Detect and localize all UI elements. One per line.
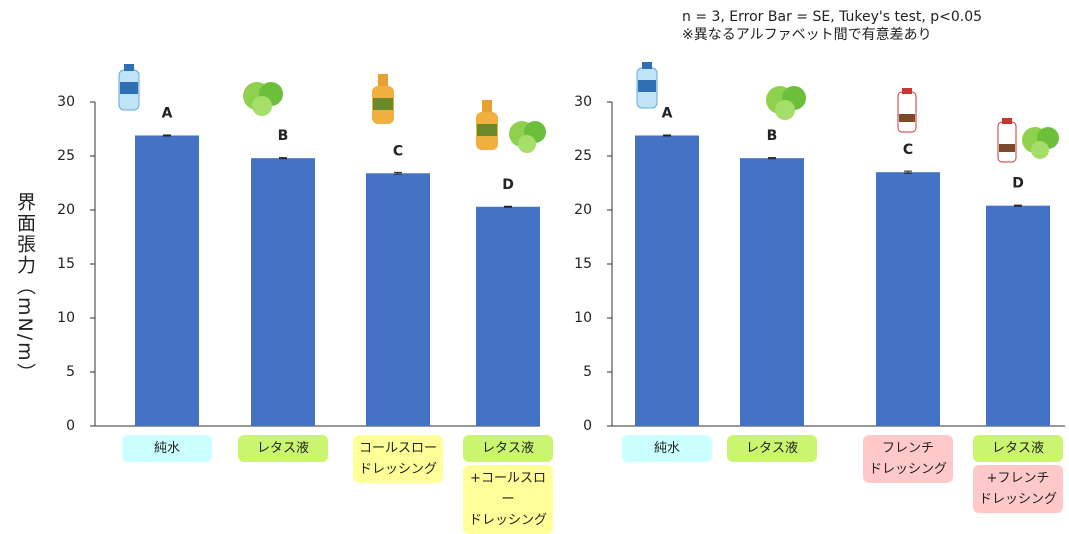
error-bar <box>904 170 912 174</box>
y-tick-label: 30 <box>574 94 592 110</box>
water-icon <box>636 62 658 109</box>
category-label: 純水 <box>122 435 212 462</box>
water-icon <box>118 64 140 111</box>
bar <box>135 135 199 427</box>
category-label: フレンチ ドレッシング <box>863 435 953 483</box>
category-label: コールスロー ドレッシング <box>353 435 443 483</box>
significance-letter: A <box>162 105 173 121</box>
bar <box>635 135 699 427</box>
category-label: 純水 <box>622 435 712 462</box>
significance-letter: C <box>393 143 403 159</box>
y-tick-label: 15 <box>57 256 75 272</box>
lettuce-icon <box>509 121 546 153</box>
significance-letter: D <box>502 177 514 193</box>
category-label: +コールスロー ドレッシング <box>463 465 553 534</box>
y-tick-label: 0 <box>66 418 75 434</box>
dressing-icon <box>476 100 498 150</box>
y-tick-label: 20 <box>574 202 592 218</box>
bar <box>251 158 315 426</box>
error-bar <box>768 157 776 160</box>
y-tick-label: 20 <box>57 202 75 218</box>
error-bar <box>504 205 512 208</box>
lettuce-icon <box>1022 127 1059 159</box>
lettuce-icon <box>766 86 806 120</box>
significance-letter: A <box>662 105 673 121</box>
error-bar <box>279 157 287 160</box>
category-label: レタス液 <box>727 435 817 462</box>
error-bar <box>1014 204 1022 207</box>
y-tick-label: 10 <box>574 310 592 326</box>
significance-letter: B <box>278 128 289 144</box>
french-dressing-icon <box>897 88 917 133</box>
note-line: n = 3, Error Bar = SE, Tukey's test, p<0… <box>682 9 983 25</box>
y-tick-label: 5 <box>66 364 75 380</box>
y-tick-label: 5 <box>583 364 592 380</box>
y-tick-label: 25 <box>57 148 75 164</box>
y-tick-label: 15 <box>574 256 592 272</box>
y-tick-label: 25 <box>574 148 592 164</box>
significance-letter: D <box>1012 176 1024 192</box>
significance-letter: C <box>903 142 913 158</box>
note-line: ※異なるアルファベット間で有意差あり <box>682 27 932 43</box>
lettuce-icon <box>243 82 283 116</box>
bar <box>476 206 540 426</box>
y-tick-label: 0 <box>583 418 592 434</box>
category-label: レタス液 <box>238 435 328 462</box>
category-label: +フレンチ ドレッシング <box>973 465 1063 513</box>
bar <box>876 172 940 426</box>
significance-letter: B <box>767 128 778 144</box>
bar <box>366 173 430 426</box>
y-axis-label: 界面張力（mN/m） <box>14 192 36 384</box>
note: n = 3, Error Bar = SE, Tukey's test, p<0… <box>682 8 982 44</box>
bar <box>740 158 804 426</box>
error-bar <box>663 134 671 137</box>
y-tick-label: 30 <box>57 94 75 110</box>
error-bar <box>163 134 171 137</box>
error-bar <box>394 171 402 175</box>
french-dressing-icon <box>997 118 1017 163</box>
page: {"y_label": "界面張力（mN/m）", "note": ["n = … <box>14 8 1065 534</box>
dressing-icon <box>372 74 394 124</box>
category-label: レタス液 <box>463 435 553 462</box>
y-tick-label: 10 <box>57 310 75 326</box>
category-label: レタス液 <box>973 435 1063 462</box>
bar <box>986 205 1050 426</box>
chart: 0 5 10 15 20 25 30 A B C D 0 5 10 15 20 25 30 A B C D <box>57 62 1065 434</box>
